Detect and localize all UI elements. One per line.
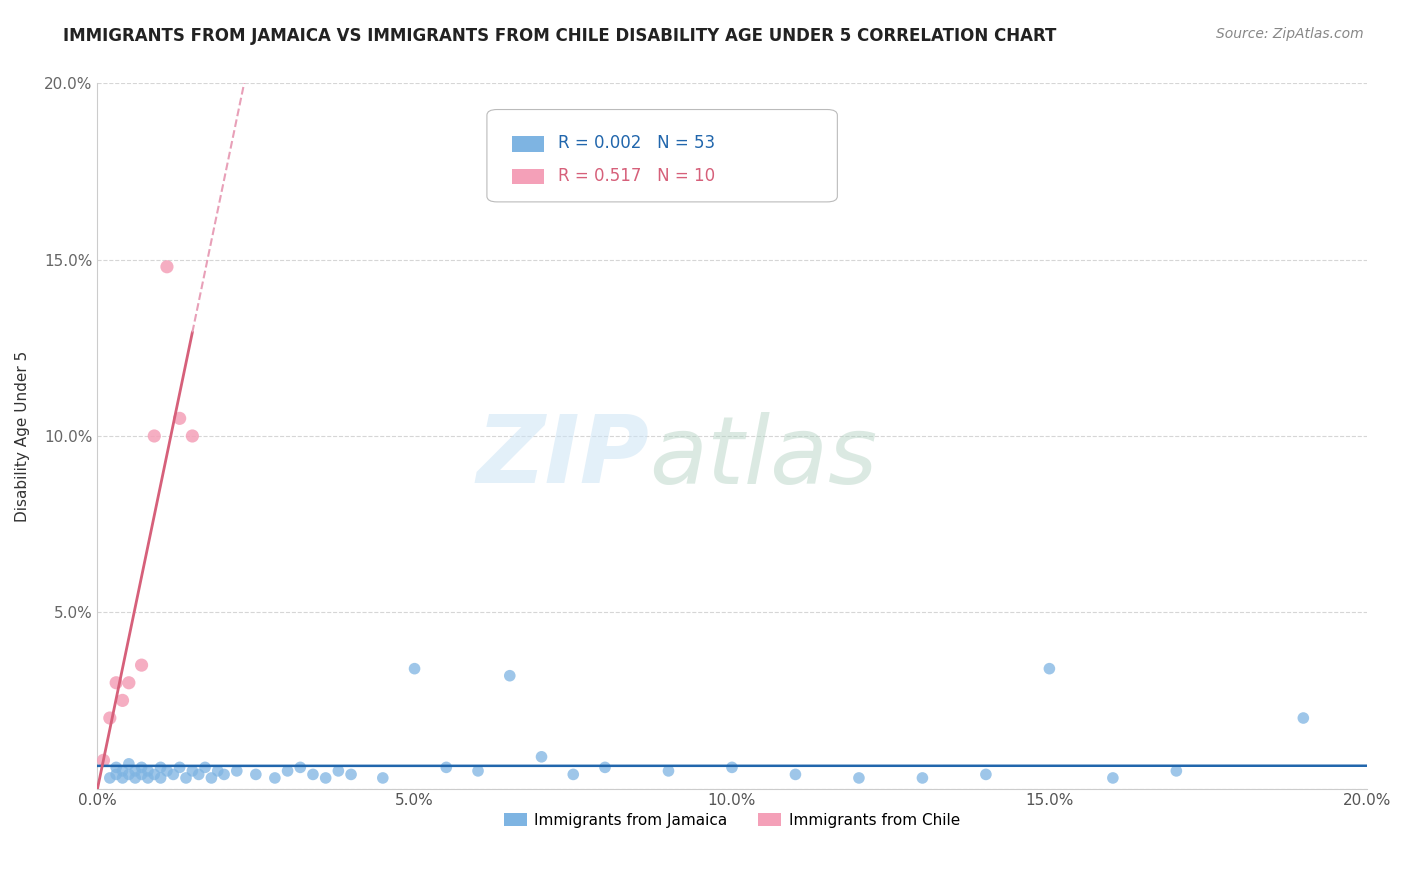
Legend: Immigrants from Jamaica, Immigrants from Chile: Immigrants from Jamaica, Immigrants from… <box>498 806 966 834</box>
Point <box>207 764 229 778</box>
Point <box>212 767 235 781</box>
Point <box>118 756 141 771</box>
Point <box>499 669 522 683</box>
Text: atlas: atlas <box>650 411 877 502</box>
Point <box>131 760 153 774</box>
Point <box>169 411 191 425</box>
Point <box>156 260 179 274</box>
Point <box>593 760 616 774</box>
Point <box>657 764 679 778</box>
Text: R = 0.002   N = 53: R = 0.002 N = 53 <box>558 135 716 153</box>
Point <box>200 771 222 785</box>
Point <box>131 658 153 673</box>
Point <box>156 764 179 778</box>
Point <box>174 771 197 785</box>
Point <box>1166 764 1188 778</box>
Point <box>328 764 350 778</box>
Point <box>105 767 128 781</box>
Point <box>143 767 166 781</box>
Point <box>371 771 394 785</box>
Point <box>340 767 363 781</box>
Point <box>1292 711 1315 725</box>
Point <box>181 764 204 778</box>
Point <box>187 767 209 781</box>
Point <box>124 771 146 785</box>
Point <box>911 771 934 785</box>
Text: R = 0.517   N = 10: R = 0.517 N = 10 <box>558 167 716 185</box>
Point <box>434 760 457 774</box>
Point <box>721 760 744 774</box>
Point <box>315 771 337 785</box>
Point <box>974 767 997 781</box>
Point <box>105 760 128 774</box>
Point <box>111 764 134 778</box>
Point <box>1102 771 1125 785</box>
Point <box>98 771 121 785</box>
Point <box>136 771 159 785</box>
Point <box>118 675 141 690</box>
Point <box>290 760 312 774</box>
Point <box>98 711 121 725</box>
Point <box>562 767 585 781</box>
Point <box>181 429 204 443</box>
Point <box>124 764 146 778</box>
Point <box>169 760 191 774</box>
Text: Source: ZipAtlas.com: Source: ZipAtlas.com <box>1216 27 1364 41</box>
Point <box>264 771 287 785</box>
Point <box>111 771 134 785</box>
Point <box>105 675 128 690</box>
Point <box>225 764 247 778</box>
Text: ZIP: ZIP <box>477 411 650 503</box>
Point <box>302 767 325 781</box>
Point <box>111 693 134 707</box>
Point <box>93 753 115 767</box>
Text: IMMIGRANTS FROM JAMAICA VS IMMIGRANTS FROM CHILE DISABILITY AGE UNDER 5 CORRELAT: IMMIGRANTS FROM JAMAICA VS IMMIGRANTS FR… <box>63 27 1057 45</box>
Point <box>118 767 141 781</box>
Point <box>467 764 489 778</box>
Point <box>530 749 553 764</box>
Point <box>1038 662 1060 676</box>
Point <box>149 760 172 774</box>
FancyBboxPatch shape <box>486 110 838 202</box>
Point <box>143 429 166 443</box>
Point <box>404 662 426 676</box>
FancyBboxPatch shape <box>512 136 544 152</box>
Point <box>277 764 299 778</box>
Point <box>194 760 217 774</box>
Point <box>131 767 153 781</box>
Point <box>162 767 184 781</box>
Point <box>136 764 159 778</box>
Point <box>245 767 267 781</box>
Point <box>848 771 870 785</box>
Point <box>149 771 172 785</box>
Point <box>785 767 807 781</box>
FancyBboxPatch shape <box>512 169 544 185</box>
Y-axis label: Disability Age Under 5: Disability Age Under 5 <box>15 351 30 522</box>
